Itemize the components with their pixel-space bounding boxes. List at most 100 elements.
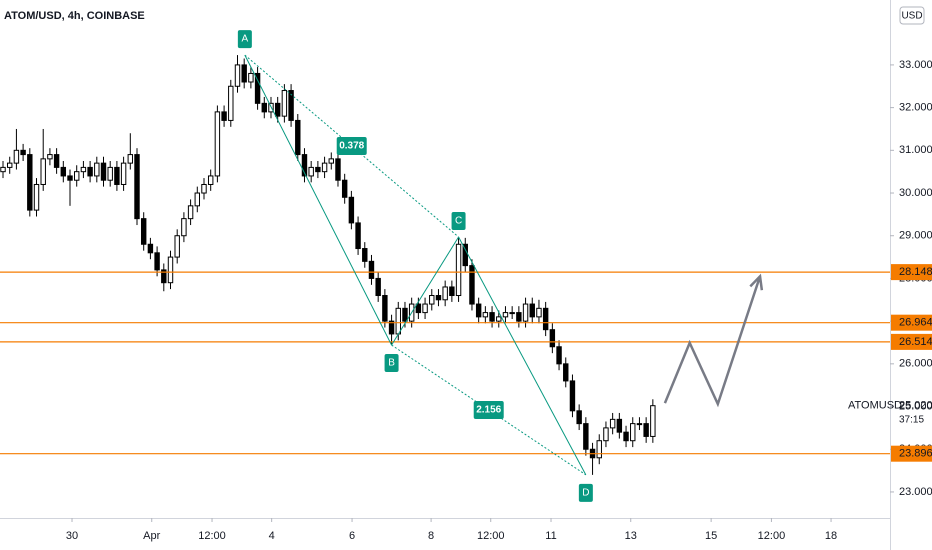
candle-body [248, 72, 254, 83]
x-tick-label: 15 [705, 530, 717, 542]
ratio-label: 2.156 [476, 405, 501, 416]
candle-body [395, 307, 401, 335]
candle-body [194, 192, 201, 207]
candle-body [100, 162, 107, 181]
candle-body [482, 312, 489, 318]
candle-body [536, 307, 542, 318]
candle-body [529, 303, 535, 318]
candle-body [502, 312, 509, 318]
candle-body [321, 162, 328, 173]
plot: 23.00024.00025.00026.00027.00028.00029.0… [0, 30, 932, 542]
candle-body [27, 154, 33, 211]
candle-body [348, 196, 355, 224]
candle-body [274, 102, 281, 117]
pattern-point-box [384, 354, 399, 373]
candle-body [375, 277, 381, 297]
y-tick-label: 26.000 [899, 358, 932, 370]
pattern-point-label: A [242, 34, 249, 45]
candle-body [542, 307, 549, 331]
candle-body [623, 431, 629, 442]
last-price-label: 25.020 [899, 400, 932, 412]
candle-body [341, 179, 348, 198]
candle-body [147, 243, 154, 254]
candle-body [576, 410, 582, 425]
candle-body [234, 64, 241, 87]
candle-body [636, 423, 643, 426]
candle-body [563, 363, 569, 382]
x-tick-label: 12:00 [198, 530, 226, 542]
symbol-label: ATOMUSD [848, 400, 902, 412]
candle-body [221, 111, 227, 121]
candle-body [429, 295, 435, 305]
y-tick-label: 32.000 [899, 102, 932, 114]
pattern-leg [458, 236, 587, 476]
candle-body [174, 235, 180, 258]
candle-body [455, 243, 462, 297]
x-tick-label: 12:00 [477, 530, 505, 542]
candle-body [33, 183, 40, 211]
projection-path [663, 275, 762, 408]
candle-body [569, 380, 576, 412]
candle-body [140, 218, 147, 245]
candle-body [154, 252, 160, 271]
candle-body [583, 423, 589, 450]
pattern-leg [244, 54, 393, 346]
x-tick-label: 12:00 [758, 530, 786, 542]
pattern-leg [391, 236, 459, 346]
candle-body [107, 166, 113, 181]
candle-body [422, 303, 428, 314]
candle-body [301, 154, 308, 177]
currency-button[interactable] [899, 6, 925, 25]
candle-body [650, 405, 656, 437]
candle-body [201, 183, 207, 194]
level-price-label: 28.148 [899, 266, 932, 278]
currency-label[interactable]: USD [901, 11, 922, 22]
x-tick-label: 11 [545, 530, 556, 542]
y-tick-label: 29.000 [899, 230, 932, 242]
candle-body [362, 248, 368, 262]
candle-body [603, 427, 609, 442]
level-price-label: 26.514 [899, 336, 932, 348]
candle-body [0, 166, 6, 173]
candle-body [167, 256, 174, 284]
projection-arrowhead [749, 273, 764, 291]
candle-body [315, 166, 321, 173]
candle-body [509, 312, 515, 315]
candle-body [462, 243, 468, 267]
chart-title: ATOM/USD, 4h, COINBASE [4, 10, 145, 22]
pattern-point-label: C [455, 216, 462, 227]
candle-body [127, 154, 134, 164]
candle-body [20, 149, 26, 156]
candle-body [442, 286, 448, 301]
candle-body [13, 149, 20, 164]
candle-body [241, 64, 247, 83]
candle-body [475, 303, 482, 318]
candle-body [281, 90, 288, 117]
candle-body [308, 166, 314, 177]
candle-body [382, 295, 388, 322]
candle-body [80, 166, 87, 173]
candle-body [355, 222, 361, 250]
candle-body [643, 423, 649, 437]
level-price-label: 26.964 [899, 317, 932, 329]
candle-body [388, 320, 395, 335]
candle-body [134, 154, 140, 220]
candle-body [73, 171, 80, 181]
candle-body [228, 85, 234, 121]
candle-body [549, 329, 556, 348]
candle-body [556, 346, 562, 365]
candle-body [415, 303, 422, 314]
candle-body [67, 175, 73, 181]
candle-body [114, 166, 120, 185]
y-tick-label: 31.000 [899, 144, 932, 156]
candle-body [60, 166, 67, 177]
candle-body [261, 102, 267, 113]
candle-body [161, 269, 167, 284]
candle-body [87, 166, 93, 177]
candle-body [335, 158, 341, 181]
y-tick-label: 25.000 [899, 400, 932, 412]
y-tick-label: 33.000 [899, 59, 932, 71]
candle-body [522, 303, 529, 322]
